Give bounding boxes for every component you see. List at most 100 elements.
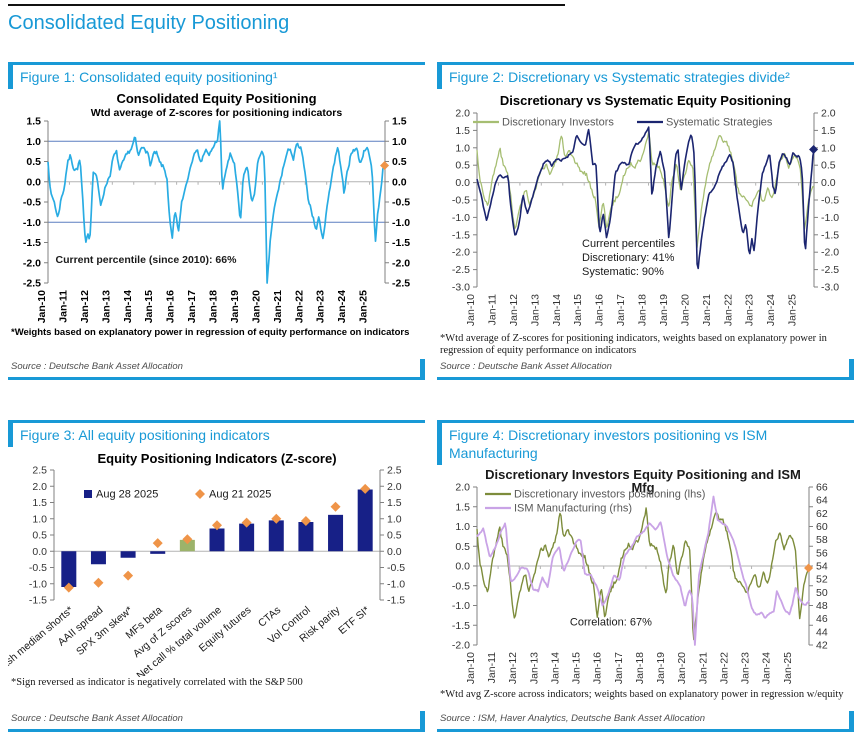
svg-text:Jan-25: Jan-25	[782, 652, 794, 684]
page-title: Consolidated Equity Positioning	[8, 12, 290, 34]
svg-text:0.0: 0.0	[821, 177, 836, 189]
svg-text:1.5: 1.5	[387, 497, 402, 509]
svg-text:52: 52	[816, 574, 828, 586]
svg-text:Jan-12: Jan-12	[508, 294, 520, 326]
svg-text:58: 58	[816, 535, 828, 547]
svg-text:Jan-22: Jan-22	[722, 294, 734, 326]
svg-text:Jan-23: Jan-23	[740, 652, 752, 684]
svg-text:-0.5: -0.5	[821, 195, 839, 207]
svg-text:Jan-17: Jan-17	[615, 294, 627, 326]
svg-text:Discretionary vs Systematic E: Discretionary vs Systematic Equity Posit…	[500, 93, 791, 108]
figure1-footnote: *Weights based on explanatory power in r…	[11, 327, 410, 339]
svg-text:-2.0: -2.0	[452, 247, 470, 259]
svg-text:0.0: 0.0	[455, 177, 470, 189]
svg-text:-2.5: -2.5	[821, 264, 839, 276]
svg-text:Jan-15: Jan-15	[143, 290, 155, 323]
svg-text:Jan-11: Jan-11	[486, 652, 498, 683]
figure2-source: Source : Deutsche Bank Asset Allocation	[437, 359, 854, 380]
svg-text:-2.0: -2.0	[23, 257, 41, 269]
svg-text:Jan-24: Jan-24	[761, 652, 773, 684]
svg-text:-1.5: -1.5	[387, 595, 405, 607]
svg-text:0.5: 0.5	[26, 156, 41, 168]
svg-text:42: 42	[816, 640, 828, 652]
svg-text:-2.0: -2.0	[821, 247, 839, 259]
svg-text:-1.5: -1.5	[29, 595, 47, 607]
svg-text:1.0: 1.0	[32, 513, 47, 525]
svg-text:62: 62	[816, 508, 828, 520]
svg-text:ETF SI*: ETF SI*	[336, 604, 372, 637]
svg-text:1.5: 1.5	[392, 116, 407, 128]
svg-text:-1.0: -1.0	[452, 600, 470, 612]
figure-panel-4: Figure 4: Discretionary investors positi…	[437, 420, 854, 732]
svg-text:Wtd average of Z-scores for po: Wtd average of Z-scores for positioning …	[91, 107, 343, 119]
svg-text:-0.5: -0.5	[452, 581, 470, 593]
svg-text:2.0: 2.0	[387, 481, 402, 493]
svg-text:48: 48	[816, 600, 828, 612]
svg-text:-2.0: -2.0	[452, 640, 470, 652]
svg-text:1.0: 1.0	[387, 513, 402, 525]
svg-text:2.0: 2.0	[32, 481, 47, 493]
svg-text:Jan-13: Jan-13	[528, 652, 540, 684]
svg-text:1.5: 1.5	[26, 116, 41, 128]
svg-text:Jan-18: Jan-18	[208, 290, 220, 323]
figure1-caption: Figure 1: Consolidated equity positionin…	[8, 65, 425, 90]
svg-text:Jan-23: Jan-23	[315, 290, 327, 323]
svg-text:Discretionary: 41%: Discretionary: 41%	[582, 252, 675, 264]
svg-text:Jan-11: Jan-11	[57, 290, 69, 323]
svg-text:Jan-10: Jan-10	[465, 294, 477, 326]
svg-text:-1.5: -1.5	[392, 237, 410, 249]
svg-text:54: 54	[816, 561, 828, 573]
svg-text:Jan-14: Jan-14	[551, 294, 563, 326]
svg-text:Jan-17: Jan-17	[613, 652, 625, 684]
svg-text:1.0: 1.0	[392, 136, 407, 148]
svg-text:1.5: 1.5	[32, 497, 47, 509]
svg-text:Consolidated Equity Positionin: Consolidated Equity Positioning	[116, 91, 316, 106]
svg-text:Jan-20: Jan-20	[250, 290, 262, 323]
svg-text:-1.0: -1.0	[821, 212, 839, 224]
figure2-footnote: *Wtd average of Z-scores for positioning…	[440, 333, 827, 357]
figure3-caption: Figure 3: All equity positioning indicat…	[8, 423, 425, 448]
svg-text:Jan-15: Jan-15	[571, 652, 583, 684]
svg-text:Jan-24: Jan-24	[765, 294, 777, 326]
svg-text:0.0: 0.0	[387, 546, 402, 558]
svg-text:Jan-20: Jan-20	[679, 294, 691, 326]
svg-text:-1.0: -1.0	[392, 217, 410, 229]
svg-text:Discretionary investors positi: Discretionary investors positioning (lhs…	[514, 489, 705, 501]
svg-text:Correlation: 67%: Correlation: 67%	[570, 617, 652, 629]
svg-text:0.5: 0.5	[455, 541, 470, 553]
svg-text:-0.5: -0.5	[452, 195, 470, 207]
svg-text:Jan-16: Jan-16	[594, 294, 606, 326]
svg-text:Jan-10: Jan-10	[465, 652, 477, 684]
svg-text:-3.0: -3.0	[821, 282, 839, 294]
svg-text:-1.5: -1.5	[821, 229, 839, 241]
svg-text:Jan-18: Jan-18	[634, 652, 646, 684]
svg-text:0.5: 0.5	[387, 530, 402, 542]
svg-text:Mfg: Mfg	[631, 480, 654, 495]
svg-text:-0.5: -0.5	[392, 197, 410, 209]
svg-text:0.5: 0.5	[32, 530, 47, 542]
svg-text:Jan-10: Jan-10	[36, 290, 48, 323]
svg-text:Jan-22: Jan-22	[718, 652, 730, 684]
svg-text:Jan-21: Jan-21	[272, 290, 284, 323]
svg-text:0.0: 0.0	[392, 176, 407, 188]
svg-text:Jan-16: Jan-16	[165, 290, 177, 323]
svg-text:-2.5: -2.5	[452, 264, 470, 276]
figure3-footnote: *Sign reversed as indicator is negativel…	[11, 677, 303, 689]
svg-text:Jan-15: Jan-15	[572, 294, 584, 326]
svg-text:Jan-17: Jan-17	[186, 290, 198, 323]
svg-text:0.5: 0.5	[455, 160, 470, 172]
svg-text:60: 60	[816, 521, 828, 533]
svg-text:1.0: 1.0	[455, 521, 470, 533]
svg-text:Jan-19: Jan-19	[229, 290, 241, 323]
figure4-source: Source : ISM, Haver Analytics, Deutsche …	[437, 711, 854, 732]
svg-text:-1.0: -1.0	[452, 212, 470, 224]
svg-text:Jan-12: Jan-12	[507, 652, 519, 684]
figure4-footnote: *Wtd avg Z-score across indicators; weig…	[440, 689, 844, 701]
svg-text:Jan-16: Jan-16	[592, 652, 604, 684]
svg-text:2.0: 2.0	[455, 482, 470, 494]
svg-text:Discretionary Investors: Discretionary Investors	[502, 117, 614, 129]
svg-text:1.5: 1.5	[455, 502, 470, 514]
svg-text:-3.0: -3.0	[452, 282, 470, 294]
svg-text:-1.0: -1.0	[387, 578, 405, 590]
